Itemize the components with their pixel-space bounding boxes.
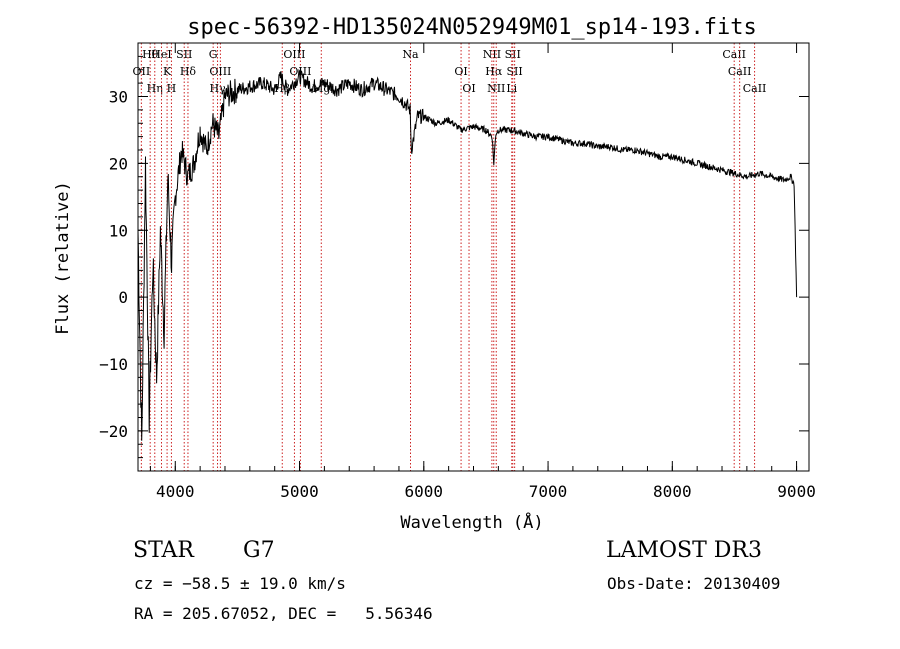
line-label: Hα bbox=[485, 65, 503, 78]
emission-line-markers: HθOIIHηHeIKHSIIHδHγGOIIIHβOIIIOIIIMgNaOI… bbox=[132, 43, 766, 471]
line-label: CaII bbox=[722, 48, 746, 61]
x-axis-label: Wavelength (Å) bbox=[400, 511, 543, 533]
spectrum-line bbox=[137, 68, 798, 441]
line-label: CaII bbox=[728, 65, 752, 78]
line-label: CaII bbox=[743, 82, 767, 95]
coordinates: RA = 205.67052, DEC = 5.56346 bbox=[134, 604, 433, 623]
line-label: H bbox=[167, 82, 177, 95]
object-type: STAR bbox=[133, 538, 194, 563]
line-label: NII bbox=[487, 82, 505, 95]
chart-title: spec-56392-HD135024N052949M01_sp14-193.f… bbox=[187, 15, 757, 40]
x-tick-label: 8000 bbox=[653, 482, 692, 501]
line-label: G bbox=[209, 48, 218, 61]
line-label: Hη bbox=[147, 82, 163, 95]
y-tick-label: 30 bbox=[109, 88, 128, 107]
obs-date: Obs-Date: 20130409 bbox=[607, 574, 781, 593]
line-label: HeI bbox=[151, 48, 171, 61]
survey-name: LAMOST DR3 bbox=[606, 538, 762, 563]
plot-frame bbox=[137, 42, 810, 472]
line-label: OI bbox=[454, 65, 467, 78]
line-label: SII bbox=[176, 48, 192, 61]
y-tick-label: 10 bbox=[109, 221, 128, 240]
line-label: K bbox=[163, 65, 172, 78]
x-tick-label: 7000 bbox=[529, 482, 568, 501]
line-label: OII bbox=[132, 65, 150, 78]
line-label: OIII bbox=[289, 65, 311, 78]
y-tick-label: −20 bbox=[99, 422, 128, 441]
line-label: Hδ bbox=[180, 65, 197, 78]
y-tick-label: 0 bbox=[118, 288, 128, 307]
y-tick-label: −10 bbox=[99, 355, 128, 374]
line-label: OIII bbox=[209, 65, 231, 78]
line-label: OIII bbox=[283, 48, 305, 61]
line-label: Li bbox=[506, 82, 517, 95]
line-label: OI bbox=[462, 82, 475, 95]
x-tick-label: 4000 bbox=[156, 482, 195, 501]
line-label: Na bbox=[402, 48, 419, 61]
x-axis-ticks: 4000 5000 6000 7000 8000 9000 bbox=[149, 43, 816, 501]
line-label: SII bbox=[505, 48, 521, 61]
x-tick-label: 5000 bbox=[280, 482, 319, 501]
line-label: SII bbox=[507, 65, 523, 78]
spectrum-series bbox=[137, 68, 798, 441]
line-label: NII bbox=[483, 48, 501, 61]
y-axis-label: Flux (relative) bbox=[53, 181, 73, 335]
x-tick-label: 9000 bbox=[777, 482, 816, 501]
y-tick-label: 20 bbox=[109, 154, 128, 173]
x-tick-label: 6000 bbox=[405, 482, 444, 501]
redshift-text: cz = −58.5 ± 19.0 km/s bbox=[134, 574, 346, 593]
y-axis-ticks: −20 −10 0 10 20 30 bbox=[99, 55, 809, 459]
object-subclass: G7 bbox=[243, 538, 275, 563]
